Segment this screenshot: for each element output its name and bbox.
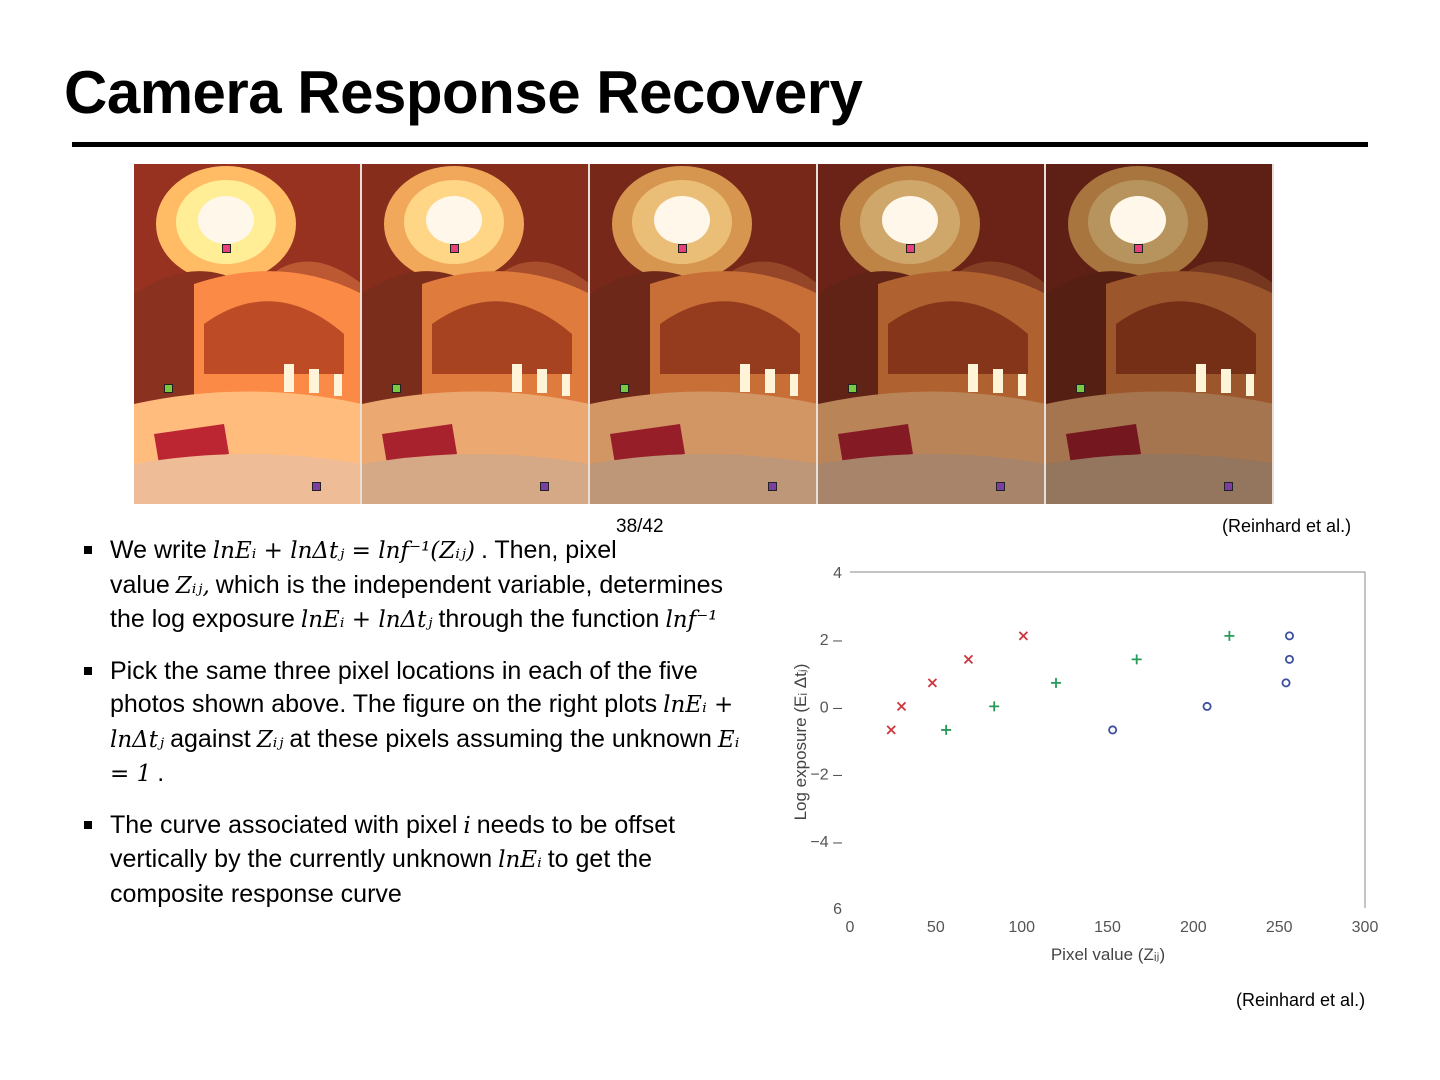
bullet-list: We write lnEᵢ + lnΔtⱼ = lnf⁻¹(Zᵢⱼ). Then,…: [80, 534, 740, 928]
slide-title: Camera Response Recovery: [64, 59, 863, 126]
pixel-location-marker-2: [1076, 384, 1085, 393]
data-point-plus: [1131, 654, 1142, 665]
x-tick-label: 150: [1094, 919, 1121, 936]
bullet-marker: [84, 546, 92, 554]
bullet-1-text-c: which is the independent variable, deter…: [110, 570, 724, 634]
pixel-location-marker-1: [1134, 244, 1143, 253]
bullet-2-text-b: against: [170, 724, 251, 753]
pixel-location-marker-1: [222, 244, 231, 253]
bullet-3-text-b: needs to be offset vertically by the cur…: [110, 810, 676, 874]
data-point-cross: [896, 701, 907, 712]
pixel-location-marker-1: [906, 244, 915, 253]
x-axis-label: Pixel value (Zᵢⱼ): [1051, 945, 1165, 964]
pixel-location-marker-2: [392, 384, 401, 393]
exposure-photo-4: [818, 164, 1046, 504]
x-tick-label: 0: [846, 919, 855, 936]
data-point-circle: [1284, 631, 1294, 641]
page-number: 38/42: [616, 516, 664, 537]
y-tick-label: 0 –: [820, 699, 842, 716]
bullet-1-text-d: through the function: [438, 605, 660, 633]
bullet-1-text-b: . Then, pixel value: [110, 536, 617, 599]
data-point-plus: [1051, 677, 1061, 688]
pixel-location-marker-3: [1224, 482, 1233, 491]
pixel-location-marker-3: [996, 482, 1005, 491]
bullet-2-text-d: .: [157, 759, 165, 787]
pixel-location-marker-1: [450, 244, 459, 253]
response-scatter-chart: Pixel value (Zᵢⱼ) Log exposure (Eᵢ Δtⱼ) …: [791, 565, 1379, 964]
exposure-photo-3: [590, 164, 818, 504]
church-interior-image: [590, 164, 816, 504]
pixel-location-marker-1: [678, 244, 687, 253]
pixel-location-marker-3: [312, 482, 321, 491]
data-point-circle: [1108, 725, 1118, 735]
bullet-1-text-a: We write: [110, 536, 207, 564]
data-point-plus: [1224, 630, 1235, 641]
y-axis-label: Log exposure (Eᵢ Δtⱼ): [791, 664, 810, 821]
church-interior-image: [134, 164, 360, 504]
bullet-3-text-c: to get the composite response curve: [110, 845, 652, 908]
bullet-marker: [84, 666, 92, 675]
x-tick-label: 300: [1352, 919, 1379, 936]
bullet-marker: [84, 820, 92, 829]
title-divider: [72, 142, 1368, 147]
data-point-circle: [1281, 678, 1291, 688]
x-tick-label: 250: [1266, 919, 1293, 936]
pixel-location-marker-3: [768, 482, 777, 491]
equation-log-sum: lnEᵢ + lnΔtⱼ: [110, 692, 734, 753]
y-tick-label: −4 –: [810, 834, 842, 851]
symbol-inverse-function: lnf⁻¹: [665, 607, 718, 633]
bullet-2-text-c: at these pixels assuming the unknown: [289, 724, 712, 753]
data-point-circle: [1284, 654, 1294, 664]
x-tick-label: 200: [1180, 919, 1207, 936]
figure-credit: (Reinhard et al.): [1236, 990, 1366, 1010]
church-interior-image: [1046, 164, 1272, 504]
x-tick-label: 50: [927, 919, 945, 936]
bullet-2: Pick the same three pixel locations in e…: [80, 655, 740, 792]
church-interior-image: [818, 164, 1044, 504]
y-tick-label: 6: [833, 901, 842, 918]
exposure-photo-strip: [134, 164, 1274, 504]
symbol-ln-ei: lnEᵢ: [498, 847, 542, 873]
church-interior-image: [362, 164, 588, 504]
data-point-cross: [886, 725, 896, 735]
equation-log-sum: lnEᵢ + lnΔtⱼ: [300, 607, 433, 633]
symbol-zij: Zᵢⱼ: [256, 726, 284, 753]
symbol-zij: Zᵢⱼ,: [175, 572, 210, 599]
x-tick-label: 100: [1008, 919, 1035, 936]
y-tick-label: 2 –: [820, 632, 842, 649]
bullet-3: The curve associated with pixel i needs to…: [80, 809, 740, 912]
pixel-location-marker-2: [848, 384, 857, 393]
bullet-2-text-a: Pick the same three pixel locations in e…: [110, 656, 698, 719]
symbol-i: i: [463, 812, 471, 839]
pixel-location-marker-3: [540, 482, 549, 491]
y-tick-label: −2 –: [810, 767, 842, 784]
equation-ei-equals-one: Eᵢ = 1: [110, 726, 740, 788]
pixel-location-marker-2: [164, 384, 173, 393]
y-tick-label: 4: [833, 565, 842, 582]
data-point-cross: [927, 678, 938, 688]
exposure-photo-1: [134, 164, 362, 504]
data-point-circle: [1202, 701, 1212, 711]
bullet-3-text-a: The curve associated with pixel: [110, 810, 458, 839]
data-point-cross: [1018, 631, 1029, 641]
equation-log-exposure: lnEᵢ + lnΔtⱼ = lnf⁻¹(Zᵢⱼ): [212, 538, 475, 564]
data-point-plus: [989, 701, 1000, 712]
photo-credit: (Reinhard et al.): [1222, 516, 1352, 536]
data-point-plus: [941, 724, 952, 735]
pixel-location-marker-2: [620, 384, 629, 393]
bullet-1: We write lnEᵢ + lnΔtⱼ = lnf⁻¹(Zᵢⱼ). Then,…: [80, 534, 740, 638]
exposure-photo-2: [362, 164, 590, 504]
data-point-cross: [963, 654, 974, 664]
exposure-photo-5: [1046, 164, 1274, 504]
